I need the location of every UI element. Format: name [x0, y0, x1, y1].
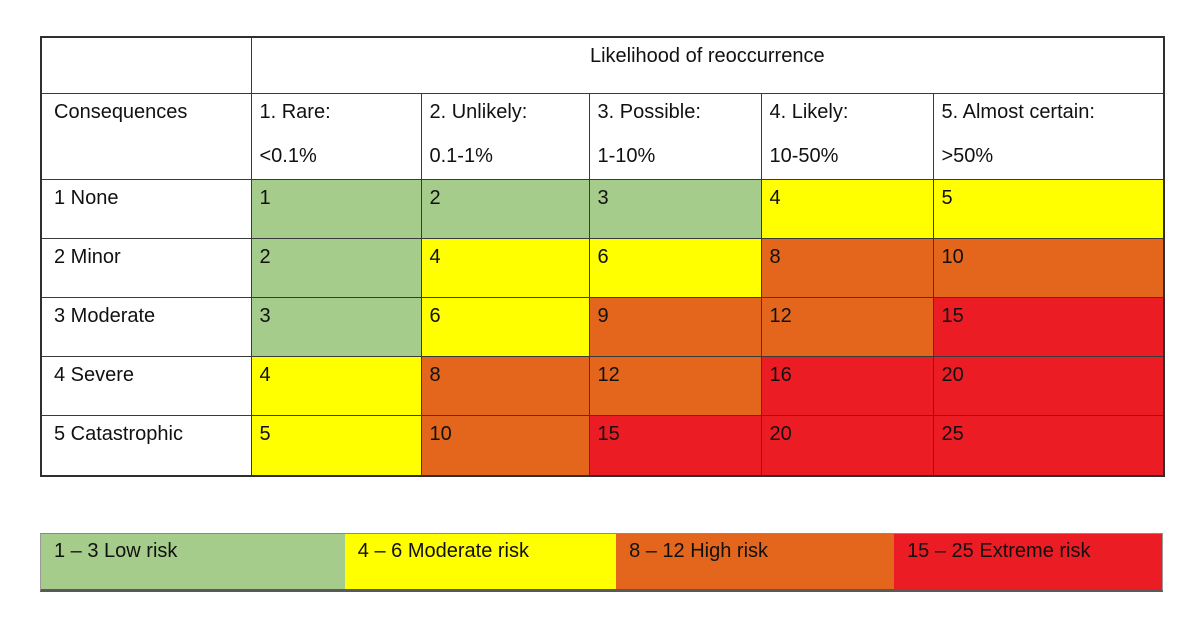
row-label-none: 1 None: [40, 178, 252, 239]
row-label-catastrophic: 5 Catastrophic: [40, 414, 252, 477]
risk-cell: 15: [932, 296, 1165, 357]
col-header-range: 0.1-1%: [429, 144, 493, 167]
corner-cell: [40, 36, 252, 94]
risk-cell: 3: [250, 296, 422, 357]
risk-cell: 4: [760, 178, 934, 239]
col-header-possible: 3. Possible: 1-10%: [588, 92, 762, 180]
col-header-almost-certain: 5. Almost certain: >50%: [932, 92, 1165, 180]
col-header-range: 1-10%: [597, 144, 656, 167]
risk-cell: 15: [588, 414, 762, 477]
col-header-range: <0.1%: [259, 144, 317, 167]
row-label-minor: 2 Minor: [40, 237, 252, 298]
risk-cell: 5: [250, 414, 422, 477]
risk-matrix-table: Likelihood of reoccurrence Consequences …: [40, 36, 1166, 477]
legend-moderate-risk: 4 – 6 Moderate risk: [344, 534, 617, 589]
col-header-rare: 1. Rare: <0.1%: [250, 92, 422, 180]
col-header-label: 5. Almost certain:: [941, 100, 1095, 123]
col-header-range: >50%: [941, 144, 994, 167]
matrix-title: Likelihood of reoccurrence: [250, 36, 1165, 94]
risk-cell: 25: [932, 414, 1165, 477]
risk-cell: 16: [760, 355, 934, 416]
risk-cell: 12: [588, 355, 762, 416]
col-header-unlikely: 2. Unlikely: 0.1-1%: [420, 92, 590, 180]
risk-legend: 1 – 3 Low risk 4 – 6 Moderate risk 8 – 1…: [40, 533, 1163, 592]
col-header-label: 2. Unlikely:: [429, 100, 528, 123]
row-label-moderate: 3 Moderate: [40, 296, 252, 357]
risk-cell: 6: [588, 237, 762, 298]
risk-cell: 4: [420, 237, 590, 298]
risk-cell: 9: [588, 296, 762, 357]
risk-cell: 8: [420, 355, 590, 416]
risk-cell: 10: [932, 237, 1165, 298]
col-header-likely: 4. Likely: 10-50%: [760, 92, 934, 180]
risk-cell: 3: [588, 178, 762, 239]
col-header-label: 3. Possible:: [597, 100, 701, 123]
legend-extreme-risk: 15 – 25 Extreme risk: [894, 534, 1162, 589]
risk-cell: 12: [760, 296, 934, 357]
risk-cell: 4: [250, 355, 422, 416]
risk-cell: 5: [932, 178, 1165, 239]
risk-cell: 20: [760, 414, 934, 477]
col-header-range: 10-50%: [769, 144, 839, 167]
risk-cell: 20: [932, 355, 1165, 416]
row-label-severe: 4 Severe: [40, 355, 252, 416]
col-header-label: 1. Rare:: [259, 100, 331, 123]
risk-cell: 6: [420, 296, 590, 357]
risk-cell: 1: [250, 178, 422, 239]
risk-cell: 2: [420, 178, 590, 239]
col-header-label: 4. Likely:: [769, 100, 849, 123]
consequences-header: Consequences: [40, 92, 252, 180]
legend-high-risk: 8 – 12 High risk: [616, 534, 895, 589]
legend-low-risk: 1 – 3 Low risk: [41, 534, 345, 589]
risk-cell: 2: [250, 237, 422, 298]
risk-cell: 10: [420, 414, 590, 477]
risk-cell: 8: [760, 237, 934, 298]
